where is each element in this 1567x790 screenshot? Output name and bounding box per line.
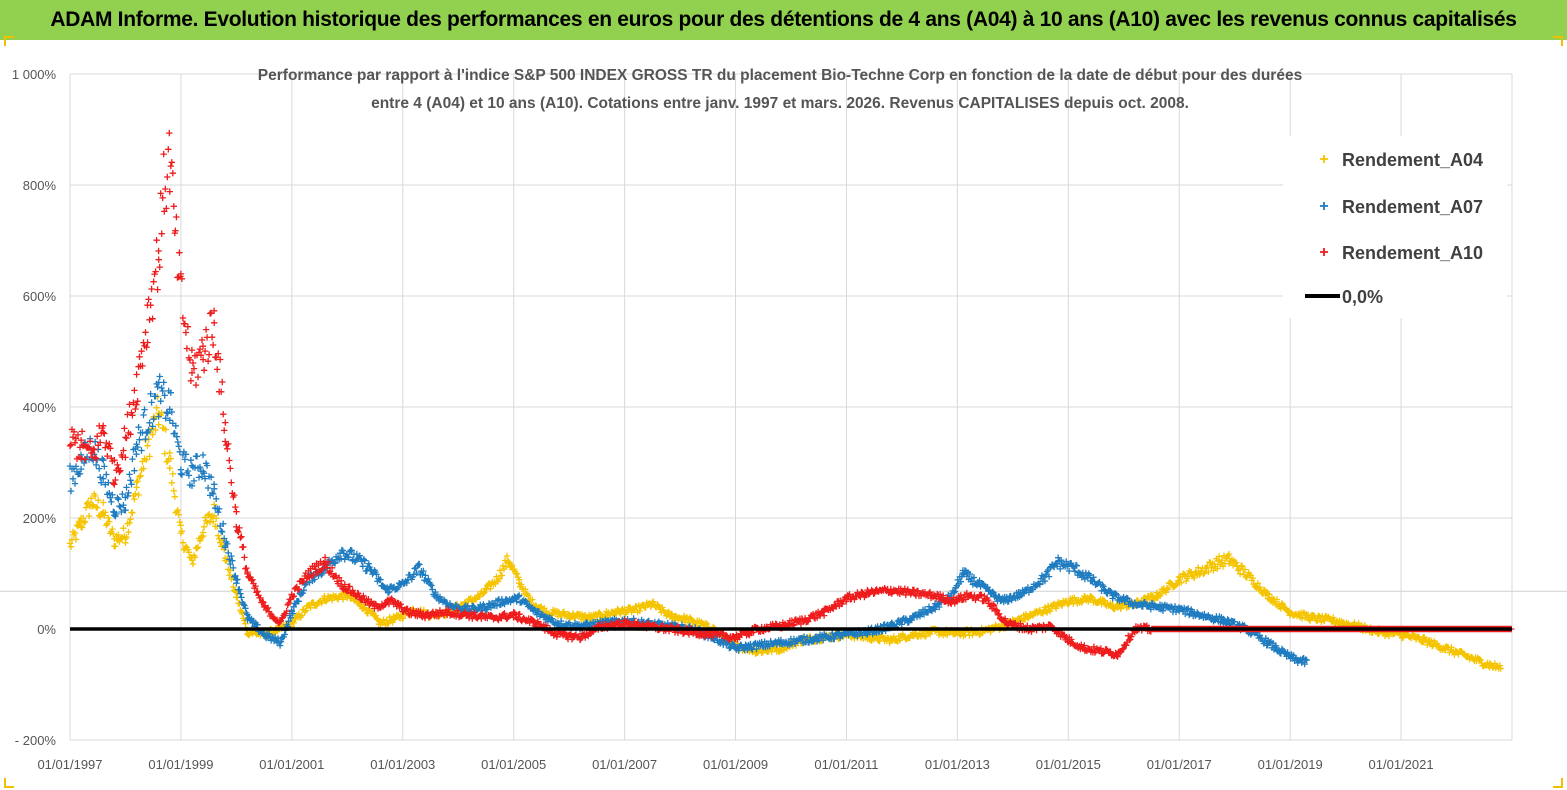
y-axis-ticks: - 200% 0% 200% 400% 600% 800% 1 000%: [12, 67, 57, 748]
x-tick-label: 01/01/2021: [1369, 757, 1434, 772]
series-layer: [66, 129, 1515, 672]
chart-title-line-1: Performance par rapport à l'indice S&P 5…: [258, 67, 1302, 84]
legend-marker-a04: [1320, 155, 1328, 163]
legend: Rendement_A04 Rendement_A07 Rendement_A1…: [1283, 136, 1507, 318]
y-tick-label: 200%: [23, 511, 57, 526]
y-tick-label: 0%: [37, 622, 56, 637]
x-tick-label: 01/01/2013: [925, 757, 990, 772]
x-tick-label: 01/01/2009: [703, 757, 768, 772]
legend-item-a07[interactable]: Rendement_A07: [1320, 197, 1483, 217]
x-tick-label: 01/01/2005: [481, 757, 546, 772]
x-tick-label: 01/01/2011: [814, 757, 878, 772]
legend-item-a04[interactable]: Rendement_A04: [1320, 150, 1483, 170]
legend-marker-a10: [1320, 248, 1328, 256]
y-tick-label: 400%: [23, 400, 57, 415]
x-tick-label: 01/01/2017: [1147, 757, 1212, 772]
chart-title-line-2: entre 4 (A04) et 10 ans (A10). Cotations…: [371, 95, 1189, 112]
legend-box: [1283, 136, 1507, 318]
x-tick-label: 01/01/2001: [259, 757, 324, 772]
x-axis-ticks: 01/01/1997 01/01/1999 01/01/2001 01/01/2003…: [37, 757, 1433, 772]
x-tick-label: 01/01/2019: [1258, 757, 1323, 772]
page-title: ADAM Informe. Evolution historique des p…: [50, 8, 1517, 31]
legend-label-zero: 0,0%: [1342, 287, 1383, 307]
title-banner: [0, 0, 1567, 40]
legend-label-a04: Rendement_A04: [1342, 150, 1483, 170]
legend-marker-a07: [1320, 202, 1328, 210]
y-tick-label: - 200%: [15, 733, 57, 748]
legend-label-a07: Rendement_A07: [1342, 197, 1483, 217]
x-tick-label: 01/01/2007: [592, 757, 657, 772]
selection-handle-top-left[interactable]: [4, 36, 14, 46]
selection-handle-bottom-right[interactable]: [1553, 778, 1563, 788]
x-tick-label: 01/01/2015: [1036, 757, 1101, 772]
y-tick-label: 600%: [23, 289, 57, 304]
legend-item-a10[interactable]: Rendement_A10: [1320, 243, 1483, 263]
x-tick-label: 01/01/2003: [370, 757, 435, 772]
y-tick-label: 800%: [23, 178, 57, 193]
x-tick-label: 01/01/1999: [148, 757, 213, 772]
x-tick-label: 01/01/1997: [37, 757, 102, 772]
legend-item-zero[interactable]: 0,0%: [1305, 287, 1383, 307]
y-tick-label: 1 000%: [12, 67, 57, 82]
chart-title: Performance par rapport à l'indice S&P 5…: [258, 67, 1302, 112]
selection-handle-bottom-left[interactable]: [4, 778, 14, 788]
chart-svg: - 200% 0% 200% 400% 600% 800% 1 000% 01/01/199…: [0, 67, 1567, 772]
selection-handle-top-right[interactable]: [1553, 36, 1563, 46]
legend-label-a10: Rendement_A10: [1342, 243, 1483, 263]
